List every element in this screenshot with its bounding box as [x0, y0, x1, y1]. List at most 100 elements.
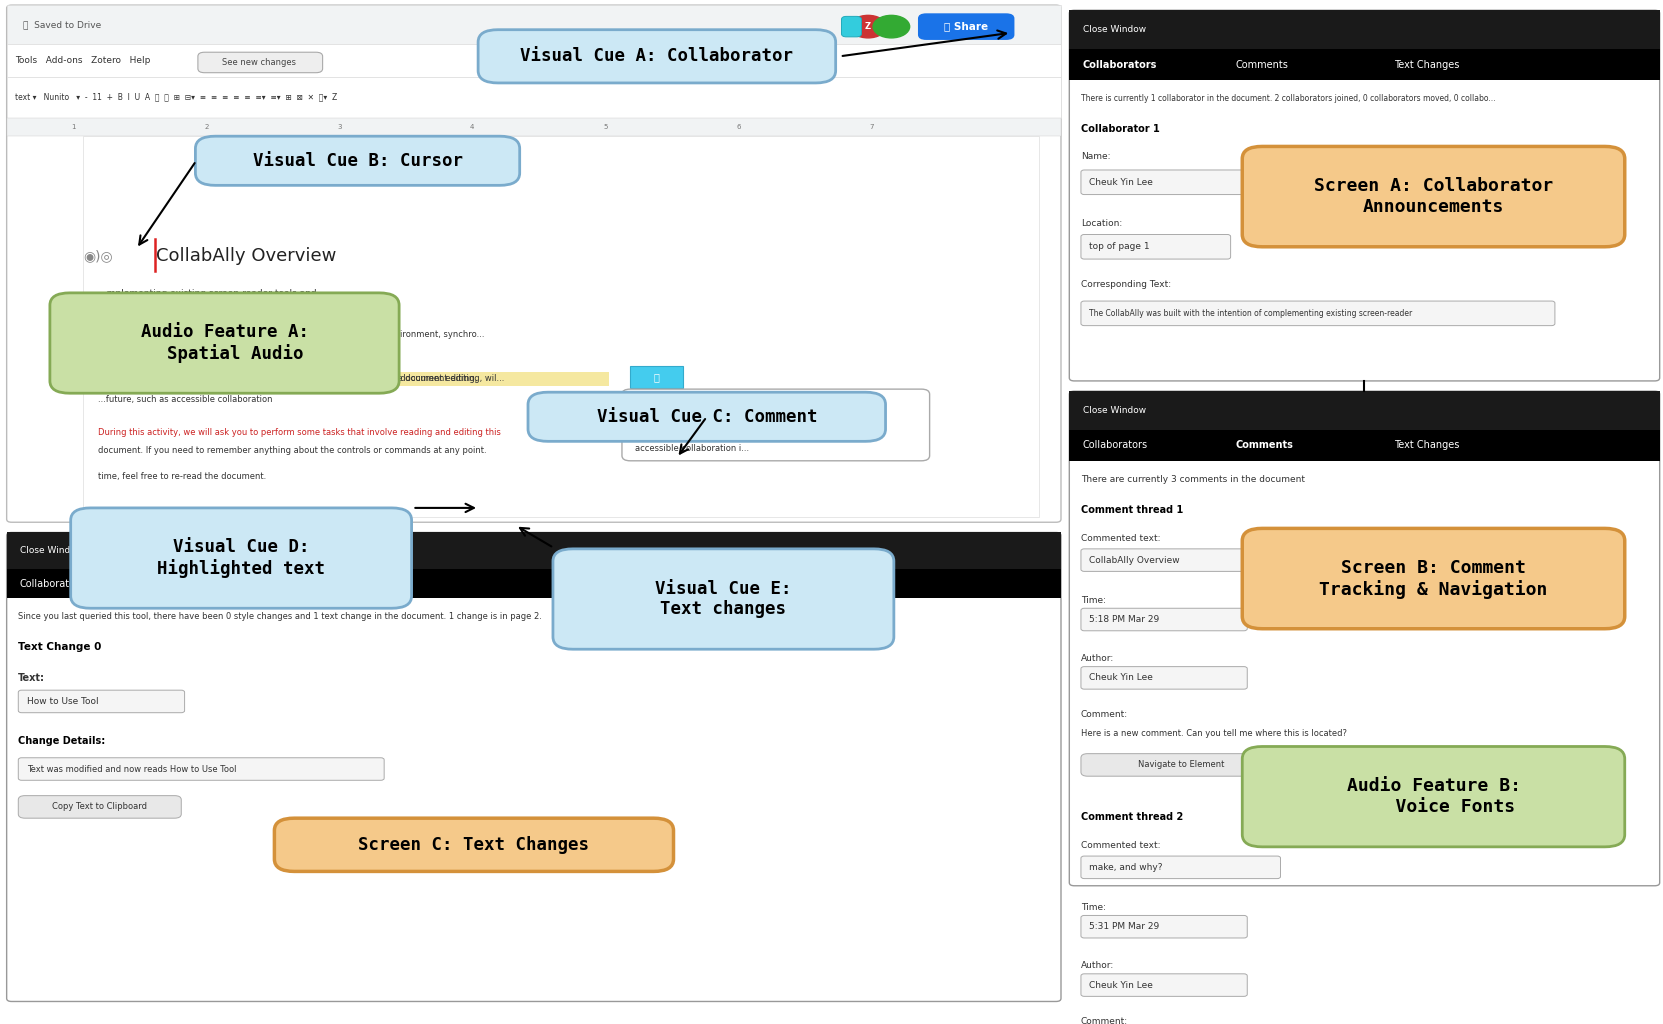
FancyBboxPatch shape — [198, 52, 323, 73]
FancyBboxPatch shape — [1081, 549, 1281, 571]
Text: Close Window: Close Window — [1083, 26, 1146, 34]
FancyBboxPatch shape — [7, 77, 1061, 118]
FancyBboxPatch shape — [1069, 391, 1660, 430]
FancyBboxPatch shape — [1069, 391, 1660, 886]
FancyBboxPatch shape — [1081, 915, 1247, 938]
Text: Commented text:: Commented text: — [1081, 535, 1161, 543]
Text: 5:31 PM Mar 29: 5:31 PM Mar 29 — [1089, 923, 1159, 931]
Text: Author:: Author: — [1081, 654, 1114, 663]
Text: Comment:: Comment: — [1081, 1018, 1128, 1024]
Text: There is currently 1 collaborator in the document. 2 collaborators joined, 0 col: There is currently 1 collaborator in the… — [1081, 94, 1495, 102]
Text: 7: 7 — [870, 124, 873, 130]
Text: Comment thread 2: Comment thread 2 — [1081, 812, 1182, 822]
Text: Collaborators: Collaborators — [20, 579, 85, 589]
FancyBboxPatch shape — [7, 5, 1061, 522]
Text: Visual Cue A: Collaborator: Visual Cue A: Collaborator — [521, 47, 793, 66]
FancyBboxPatch shape — [7, 532, 1061, 1001]
FancyBboxPatch shape — [339, 372, 609, 386]
FancyBboxPatch shape — [274, 818, 674, 871]
Text: text ▾   Nunito   ▾  -  11  +  B  I  U  A  🖊  🔗  ⊞  ⊟▾  ≡  ≡  ≡  ≡  ≡  ≡▾  ≡▾  ⊞: text ▾ Nunito ▾ - 11 + B I U A 🖊 🔗 ⊞ ⊟▾ … — [15, 93, 338, 101]
Text: ◉)◎: ◉)◎ — [584, 398, 610, 411]
Text: Change Details:: Change Details: — [18, 736, 105, 746]
Text: Time:: Time: — [1081, 903, 1106, 911]
Text: ...with the ability to interact and collaborate...: ...with the ability to interact and coll… — [98, 308, 308, 316]
FancyBboxPatch shape — [18, 758, 384, 780]
FancyBboxPatch shape — [1081, 234, 1231, 259]
Text: How to Use Tool: How to Use Tool — [27, 697, 98, 706]
Text: Collaborator 1: Collaborator 1 — [1081, 124, 1159, 134]
Text: 🔗  Saved to Drive: 🔗 Saved to Drive — [23, 20, 101, 29]
Text: Collaborators: Collaborators — [1083, 59, 1157, 70]
Text: ...future, such as accessible collaboration: ...future, such as accessible collaborat… — [98, 395, 273, 403]
FancyBboxPatch shape — [7, 44, 1061, 77]
Text: or asynchronously. This tool, which currently only supports collaborative docume: or asynchronously. This tool, which curr… — [98, 375, 504, 383]
Text: Cheuk Yin Lee: Cheuk Yin Lee — [1089, 981, 1152, 989]
FancyBboxPatch shape — [7, 118, 1061, 136]
FancyBboxPatch shape — [196, 136, 519, 185]
Text: Cheuk Yin Lee: Cheuk Yin Lee — [1089, 178, 1152, 186]
FancyBboxPatch shape — [1242, 746, 1625, 847]
Text: ...mplementing existing screen-reader tools and: ...mplementing existing screen-reader to… — [98, 290, 316, 298]
FancyBboxPatch shape — [1069, 10, 1660, 49]
Text: 10:41 PM Today: 10:41 PM Today — [680, 414, 745, 422]
Text: 5:18 PM Mar 29: 5:18 PM Mar 29 — [1089, 615, 1159, 624]
FancyBboxPatch shape — [1242, 146, 1625, 247]
FancyBboxPatch shape — [50, 293, 399, 393]
Circle shape — [632, 397, 672, 422]
Text: Here is a new comment. Can you tell me where this is located?: Here is a new comment. Can you tell me w… — [1081, 729, 1347, 737]
Text: make, and why?: make, and why? — [1089, 863, 1162, 871]
Text: Commented text:: Commented text: — [1081, 842, 1161, 850]
Text: ◉)◎: ◉)◎ — [83, 249, 113, 263]
Text: Comments: Comments — [173, 579, 226, 589]
Text: CollabAlly Overview: CollabAlly Overview — [156, 247, 336, 265]
Text: Comments: Comments — [1236, 59, 1289, 70]
Text: Text:: Text: — [18, 673, 45, 683]
Text: Text Changes: Text Changes — [1394, 440, 1458, 451]
Text: 3: 3 — [338, 124, 341, 130]
Text: Text Changes: Text Changes — [331, 579, 404, 589]
Text: Location:: Location: — [1081, 219, 1123, 227]
Text: 👥 Share: 👥 Share — [945, 22, 988, 32]
Text: Text Changes: Text Changes — [1394, 59, 1458, 70]
Text: Close Window: Close Window — [1083, 407, 1146, 415]
FancyBboxPatch shape — [7, 532, 1061, 569]
Circle shape — [850, 15, 886, 38]
Text: Screen A: Collaborator
Announcements: Screen A: Collaborator Announcements — [1314, 177, 1553, 216]
Text: Since you last queried this tool, there have been 0 style changes and 1 text cha: Since you last queried this tool, there … — [18, 612, 542, 621]
FancyBboxPatch shape — [552, 549, 895, 649]
Text: Corresponding Text:: Corresponding Text: — [1081, 281, 1171, 289]
FancyBboxPatch shape — [18, 796, 181, 818]
Text: The CollabAlly was built with the intention of complementing existing screen-rea: The CollabAlly was built with the intent… — [1089, 309, 1412, 317]
Text: Copy Text to Clipboard: Copy Text to Clipboard — [52, 803, 148, 811]
Text: time, feel free to re-read the document.: time, feel free to re-read the document. — [98, 472, 266, 480]
Text: Audio Feature B:
    Voice Fonts: Audio Feature B: Voice Fonts — [1347, 777, 1520, 816]
Text: Author:: Author: — [1081, 962, 1114, 970]
Text: Comments: Comments — [1236, 440, 1294, 451]
Text: See new changes: See new changes — [223, 58, 296, 67]
Text: Audio Feature A:
  Spatial Audio: Audio Feature A: Spatial Audio — [140, 323, 309, 364]
FancyBboxPatch shape — [7, 5, 1061, 44]
FancyBboxPatch shape — [70, 508, 412, 608]
FancyBboxPatch shape — [529, 392, 885, 441]
Text: 💬: 💬 — [654, 372, 660, 382]
Text: Text Change 0: Text Change 0 — [18, 642, 101, 652]
Text: Tools   Add-ons   Zotero   Help: Tools Add-ons Zotero Help — [15, 56, 150, 65]
FancyBboxPatch shape — [918, 13, 1014, 40]
Text: Comment thread 1: Comment thread 1 — [1081, 505, 1182, 515]
Text: Collaborators: Collaborators — [1083, 440, 1147, 451]
FancyBboxPatch shape — [18, 690, 185, 713]
FancyBboxPatch shape — [1069, 49, 1660, 80]
FancyBboxPatch shape — [83, 136, 1039, 517]
Text: During this activity, we will ask you to perform some tasks that involve reading: During this activity, we will ask you to… — [98, 428, 501, 436]
Text: accessible collaboration i...: accessible collaboration i... — [635, 444, 750, 453]
Text: others as they edit documents together, remotely or in a colocated environment, : others as they edit documents together, … — [98, 331, 484, 339]
Text: will be extended and enha...: will be extended and enha... — [635, 430, 755, 438]
Text: Visual Cue B: Cursor: Visual Cue B: Cursor — [253, 152, 462, 170]
Text: Visual Cue D:
Highlighted text: Visual Cue D: Highlighted text — [156, 538, 326, 579]
Text: Zhuohao Zhang: Zhuohao Zhang — [680, 398, 767, 409]
Text: Z: Z — [649, 404, 655, 415]
Text: Comment:: Comment: — [1081, 711, 1128, 719]
Text: CollabAlly Overview: CollabAlly Overview — [1089, 556, 1179, 564]
FancyBboxPatch shape — [841, 16, 861, 37]
Text: Cheuk Yin Lee: Cheuk Yin Lee — [1089, 674, 1152, 682]
